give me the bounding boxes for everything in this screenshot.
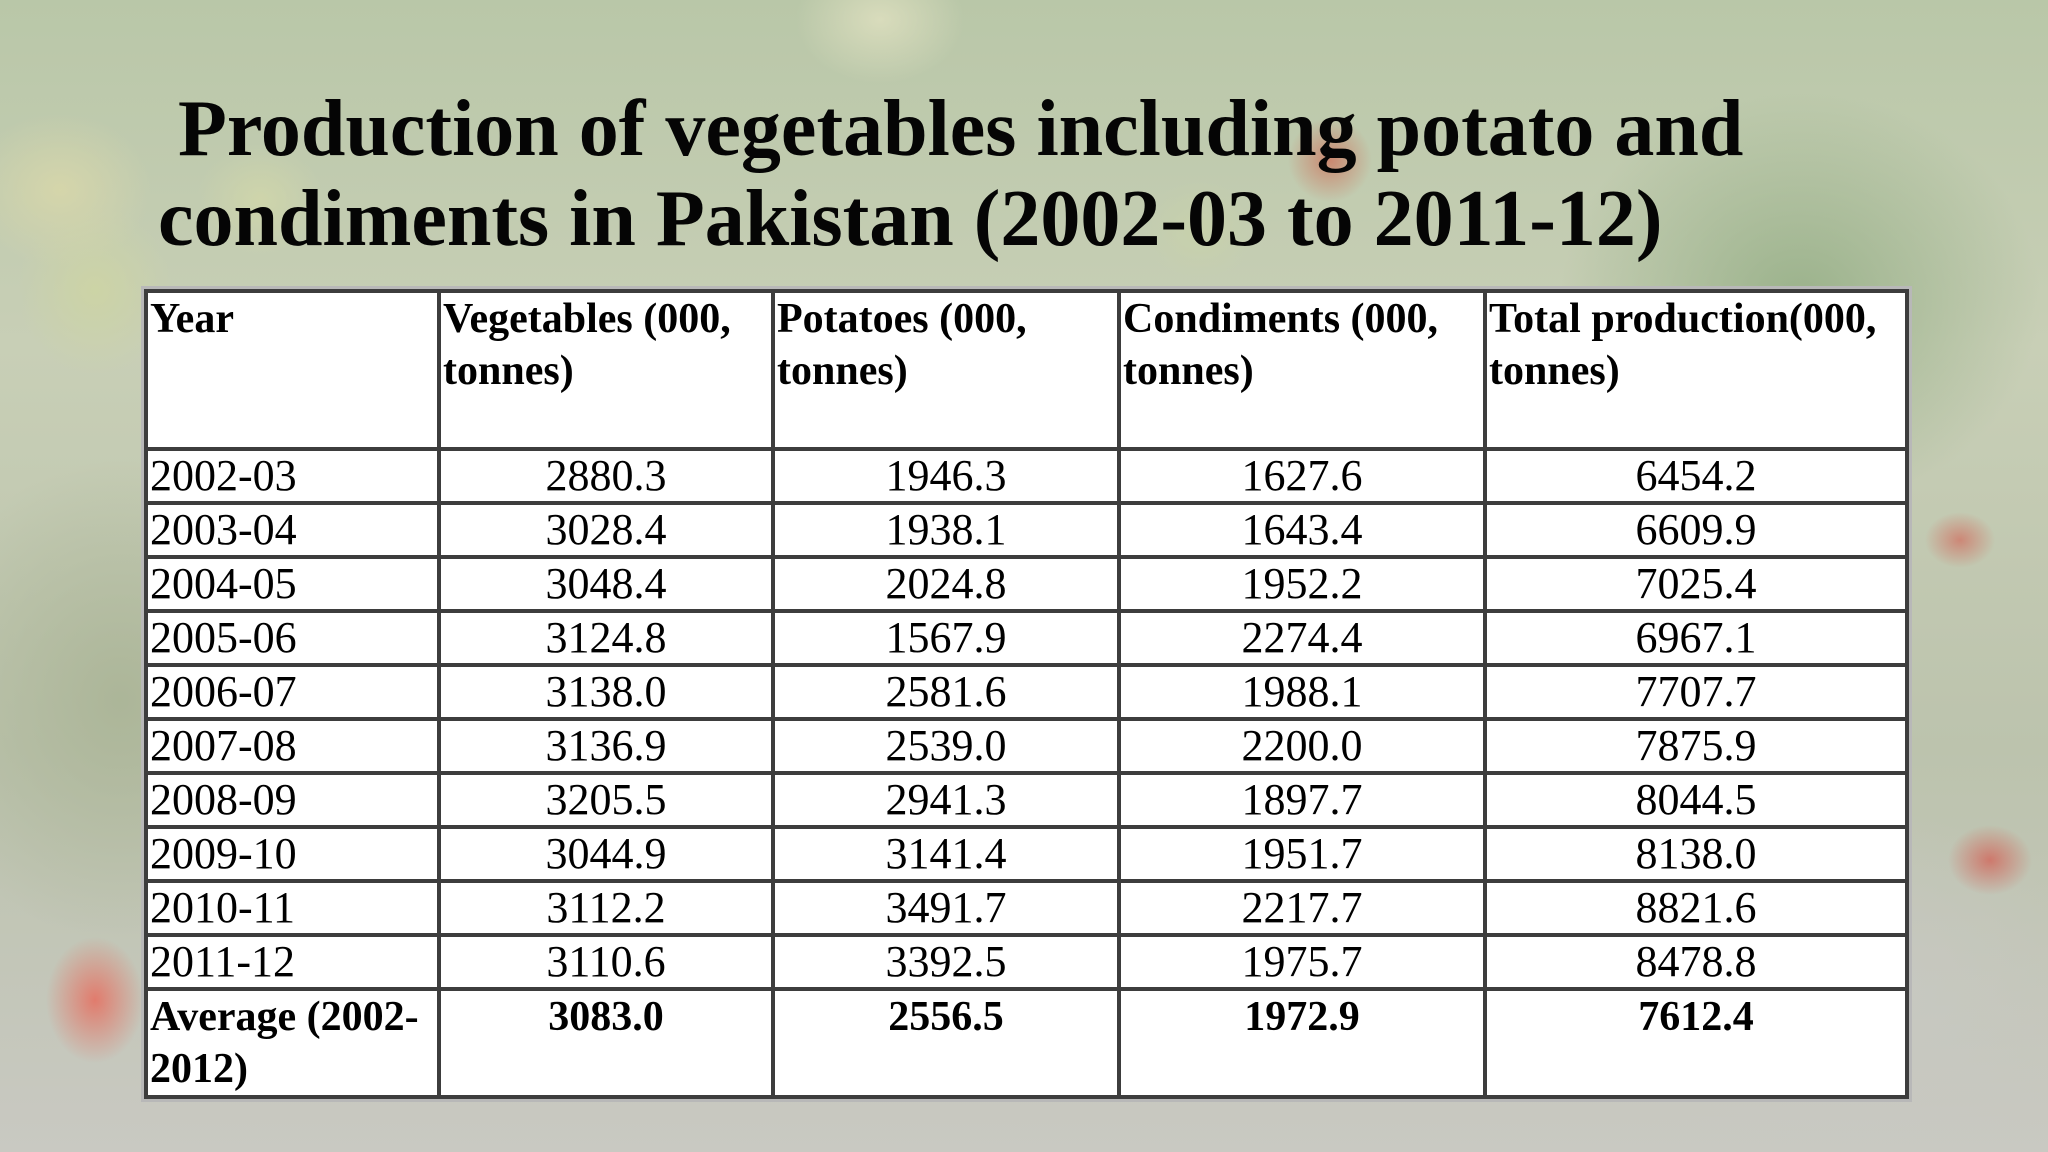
table-row: 2010-11 3112.2 3491.7 2217.7 8821.6 [144, 879, 1909, 937]
cell-vegetables: 2880.3 [437, 447, 775, 505]
cell-condiments: 1627.6 [1117, 447, 1487, 505]
cell-potatoes: 2581.6 [771, 663, 1121, 721]
header-potatoes: Potatoes (000, tonnes) [771, 289, 1121, 451]
cell-condiments: 1975.7 [1117, 933, 1487, 991]
table-row: 2002-03 2880.3 1946.3 1627.6 6454.2 [144, 447, 1909, 505]
cell-condiments: 2274.4 [1117, 609, 1487, 667]
cell-potatoes: 1567.9 [771, 609, 1121, 667]
cell-year: 2005-06 [144, 609, 441, 667]
cell-total: 7707.7 [1483, 663, 1909, 721]
table-row: 2008-09 3205.5 2941.3 1897.7 8044.5 [144, 771, 1909, 829]
cell-year: 2010-11 [144, 879, 441, 937]
header-total-production: Total production(000, tonnes) [1483, 289, 1909, 451]
cell-total: 8478.8 [1483, 933, 1909, 991]
cell-total: 6967.1 [1483, 609, 1909, 667]
average-label: Average (2002-2012) [144, 987, 441, 1099]
average-row: Average (2002-2012) 3083.0 2556.5 1972.9… [144, 987, 1909, 1099]
production-table: Year Vegetables (000, tonnes) Potatoes (… [141, 286, 1912, 1102]
cell-vegetables: 3205.5 [437, 771, 775, 829]
slide-title-line-2: condiments in Pakistan (2002-03 to 2011-… [158, 175, 1663, 263]
table-row: 2005-06 3124.8 1567.9 2274.4 6967.1 [144, 609, 1909, 667]
cell-condiments: 1897.7 [1117, 771, 1487, 829]
average-condiments: 1972.9 [1117, 987, 1487, 1099]
table-row: 2003-04 3028.4 1938.1 1643.4 6609.9 [144, 501, 1909, 559]
cell-vegetables: 3048.4 [437, 555, 775, 613]
cell-total: 7025.4 [1483, 555, 1909, 613]
cell-year: 2004-05 [144, 555, 441, 613]
cell-condiments: 2217.7 [1117, 879, 1487, 937]
cell-condiments: 1643.4 [1117, 501, 1487, 559]
cell-potatoes: 2941.3 [771, 771, 1121, 829]
cell-potatoes: 3491.7 [771, 879, 1121, 937]
table-row: 2004-05 3048.4 2024.8 1952.2 7025.4 [144, 555, 1909, 613]
header-condiments: Condiments (000, tonnes) [1117, 289, 1487, 451]
cell-total: 8821.6 [1483, 879, 1909, 937]
header-vegetables: Vegetables (000, tonnes) [437, 289, 775, 451]
cell-vegetables: 3124.8 [437, 609, 775, 667]
cell-year: 2008-09 [144, 771, 441, 829]
cell-potatoes: 3392.5 [771, 933, 1121, 991]
table-row: 2007-08 3136.9 2539.0 2200.0 7875.9 [144, 717, 1909, 775]
cell-total: 8138.0 [1483, 825, 1909, 883]
cell-potatoes: 1946.3 [771, 447, 1121, 505]
header-row: Year Vegetables (000, tonnes) Potatoes (… [144, 289, 1909, 451]
cell-year: 2002-03 [144, 447, 441, 505]
cell-vegetables: 3028.4 [437, 501, 775, 559]
header-year: Year [144, 289, 441, 451]
cell-total: 7875.9 [1483, 717, 1909, 775]
table-row: 2009-10 3044.9 3141.4 1951.7 8138.0 [144, 825, 1909, 883]
cell-vegetables: 3112.2 [437, 879, 775, 937]
cell-potatoes: 2539.0 [771, 717, 1121, 775]
slide-title: Production of vegetables including potat… [158, 84, 1918, 264]
cell-condiments: 1952.2 [1117, 555, 1487, 613]
cell-condiments: 1951.7 [1117, 825, 1487, 883]
cell-potatoes: 1938.1 [771, 501, 1121, 559]
average-total: 7612.4 [1483, 987, 1909, 1099]
average-potatoes: 2556.5 [771, 987, 1121, 1099]
cell-year: 2006-07 [144, 663, 441, 721]
cell-potatoes: 3141.4 [771, 825, 1121, 883]
cell-year: 2009-10 [144, 825, 441, 883]
cell-vegetables: 3136.9 [437, 717, 775, 775]
table-row: 2011-12 3110.6 3392.5 1975.7 8478.8 [144, 933, 1909, 991]
cell-year: 2011-12 [144, 933, 441, 991]
cell-vegetables: 3110.6 [437, 933, 775, 991]
cell-vegetables: 3138.0 [437, 663, 775, 721]
cell-total: 6609.9 [1483, 501, 1909, 559]
cell-total: 6454.2 [1483, 447, 1909, 505]
cell-year: 2003-04 [144, 501, 441, 559]
cell-vegetables: 3044.9 [437, 825, 775, 883]
cell-condiments: 2200.0 [1117, 717, 1487, 775]
cell-total: 8044.5 [1483, 771, 1909, 829]
cell-potatoes: 2024.8 [771, 555, 1121, 613]
slide-title-line-1: Production of vegetables including potat… [178, 85, 1744, 173]
cell-year: 2007-08 [144, 717, 441, 775]
table-row: 2006-07 3138.0 2581.6 1988.1 7707.7 [144, 663, 1909, 721]
cell-condiments: 1988.1 [1117, 663, 1487, 721]
average-vegetables: 3083.0 [437, 987, 775, 1099]
